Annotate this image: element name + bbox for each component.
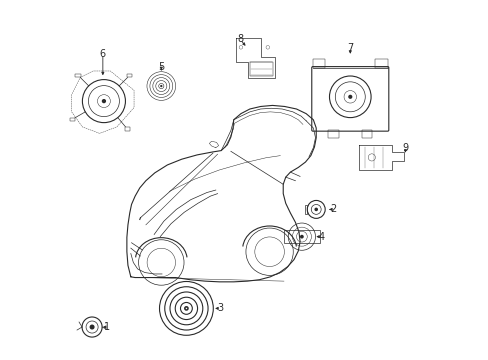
Text: 1: 1 — [104, 322, 110, 332]
Text: 3: 3 — [217, 303, 223, 314]
Text: 8: 8 — [237, 35, 243, 44]
Circle shape — [89, 324, 94, 329]
Circle shape — [185, 307, 187, 309]
Circle shape — [183, 306, 188, 311]
Text: 2: 2 — [329, 204, 336, 215]
Text: 9: 9 — [402, 143, 408, 153]
Circle shape — [314, 208, 317, 211]
Circle shape — [347, 95, 352, 99]
Text: 4: 4 — [318, 232, 324, 242]
Circle shape — [160, 85, 162, 87]
Circle shape — [102, 99, 106, 103]
Text: 5: 5 — [158, 62, 164, 72]
Circle shape — [299, 235, 303, 239]
Text: 6: 6 — [100, 49, 106, 59]
Text: 7: 7 — [346, 43, 353, 53]
